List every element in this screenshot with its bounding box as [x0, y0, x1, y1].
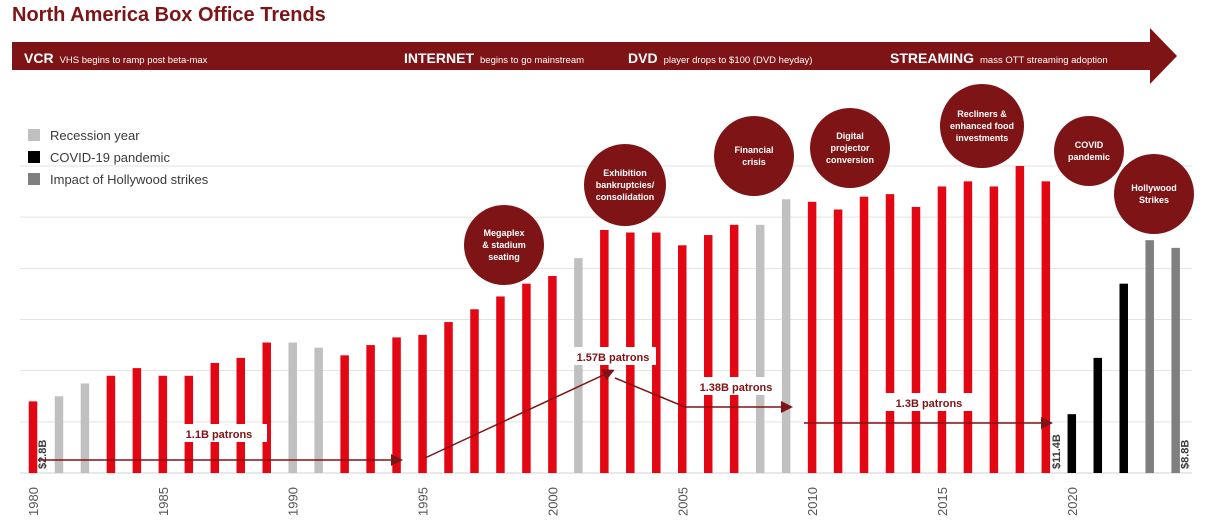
value-label: $11.4B: [1051, 434, 1063, 469]
bar-2020: [1067, 414, 1077, 473]
bar-1982: [80, 383, 90, 473]
era-timeline-arrow: [12, 28, 1177, 84]
bar-1988: [236, 357, 246, 473]
bar-2013: [885, 194, 895, 473]
bar-1980: [28, 401, 38, 473]
bar-1998: [496, 296, 505, 473]
bubble-megaplex: Megaplex & stadium seating: [464, 205, 544, 285]
annotation-label: 1.38B patrons: [700, 382, 773, 394]
bar-2007: [729, 224, 739, 473]
bar-2009: [781, 199, 791, 473]
legend-swatch: [28, 151, 40, 163]
era-desc: VHS begins to ramp post beta-max: [59, 55, 208, 66]
x-tick-label-1980: 1980: [26, 487, 41, 516]
bubble-recliners: Recliners & enhanced food investments: [940, 84, 1024, 168]
bar-1983: [106, 375, 116, 473]
bubble-digital-projector: Digital projector conversion: [810, 108, 890, 188]
bar-1994: [392, 337, 401, 473]
era-streaming: STREAMING mass OTT streaming adoption: [890, 48, 1108, 68]
annotation-label-bg: [691, 377, 781, 395]
bar-1990: [288, 342, 297, 473]
bar-1993: [366, 345, 375, 473]
x-tick-label-2000: 2000: [545, 487, 560, 516]
bar-1987: [210, 362, 220, 473]
legend-item-recession: Recession year: [28, 124, 208, 146]
x-tick-label-2005: 2005: [675, 487, 690, 516]
era-internet: INTERNET begins to go mainstream: [404, 48, 584, 68]
legend-label: COVID-19 pandemic: [50, 149, 170, 165]
bar-2019: [1041, 181, 1051, 473]
bar-1999: [522, 283, 531, 473]
bar-1989: [262, 342, 271, 473]
era-desc: player drops to $100 (DVD heyday): [663, 55, 813, 66]
bar-1992: [340, 355, 349, 473]
bar-1984: [132, 368, 142, 473]
bar-2014: [911, 206, 921, 473]
bar-2004: [652, 232, 661, 473]
bar-2000: [548, 276, 557, 473]
annotation-label-bg: [881, 393, 977, 411]
annotation-label: 1.3B patrons: [896, 398, 963, 410]
arrow-1995-2002: [424, 369, 615, 459]
annotation-label-bg: [171, 424, 267, 442]
bar-2022: [1119, 283, 1128, 473]
bubble-covid: COVID pandemic: [1054, 116, 1124, 186]
annotation-label-bg: [570, 347, 656, 365]
bar-2008: [755, 224, 765, 473]
annotation-label: 1.57B patrons: [577, 352, 650, 364]
era-name: DVD: [628, 50, 658, 66]
bar-2011: [833, 209, 843, 473]
bar-2018: [1015, 166, 1025, 473]
legend-label: Recession year: [50, 127, 140, 143]
bar-1997: [470, 309, 479, 473]
page-title: North America Box Office Trends: [12, 4, 326, 26]
bar-1981: [54, 396, 64, 473]
era-name: INTERNET: [404, 50, 474, 66]
legend-label: Impact of Hollywood strikes: [50, 171, 209, 187]
bar-2017: [989, 186, 999, 473]
bar-2021: [1093, 357, 1103, 473]
era-desc: mass OTT streaming adoption: [980, 55, 1108, 66]
chart-legend: Recession year COVID-19 pandemic Impact …: [28, 124, 208, 190]
bar-2006: [703, 235, 713, 473]
bar-2024: [1171, 247, 1180, 473]
value-label: $2.8B: [37, 440, 49, 469]
bubble-hollywood-strikes: Hollywood Strikes: [1114, 154, 1194, 234]
bar-1995: [418, 334, 427, 473]
era-name: STREAMING: [890, 50, 974, 66]
legend-item-strikes: Impact of Hollywood strikes: [28, 168, 208, 190]
x-tick-label-2015: 2015: [935, 487, 950, 516]
value-label: $8.8B: [1180, 440, 1192, 469]
bar-2001: [574, 258, 583, 473]
bubble-exhibition: Exhibition bankruptcies/ consolidation: [584, 144, 666, 226]
bar-2016: [963, 181, 973, 473]
x-tick-label-2010: 2010: [805, 487, 820, 516]
legend-swatch: [28, 129, 40, 141]
x-tick-label-1990: 1990: [286, 487, 301, 516]
x-tick-label-1995: 1995: [416, 487, 431, 516]
x-tick-label-1985: 1985: [156, 487, 171, 516]
bar-2005: [678, 245, 687, 473]
bar-2010: [807, 201, 817, 474]
bar-1996: [444, 322, 453, 473]
era-dvd: DVD player drops to $100 (DVD heyday): [628, 48, 812, 68]
bar-1991: [314, 347, 323, 473]
era-desc: begins to go mainstream: [480, 55, 585, 66]
bubble-financial-crisis: Financial crisis: [714, 116, 794, 196]
arrow-segment: [614, 377, 686, 408]
bar-2015: [937, 186, 947, 473]
x-tick-label-2020: 2020: [1065, 487, 1080, 516]
era-vcr: VCR VHS begins to ramp post beta-max: [24, 48, 207, 68]
era-name: VCR: [24, 50, 54, 66]
bar-1985: [158, 375, 168, 473]
timeline-arrow-shape: [12, 28, 1177, 84]
bar-2012: [859, 196, 869, 473]
legend-swatch: [28, 173, 40, 185]
bar-2023: [1145, 240, 1154, 473]
legend-item-covid: COVID-19 pandemic: [28, 146, 208, 168]
annotation-label: 1.1B patrons: [186, 429, 253, 441]
